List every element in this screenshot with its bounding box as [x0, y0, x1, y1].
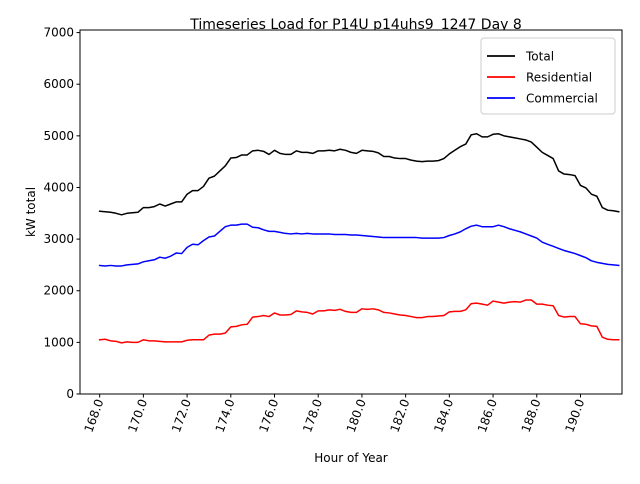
- y-tick-label: 3000: [43, 232, 74, 246]
- y-axis: 0 1000 2000 3000 4000 5000 6000 7000: [43, 26, 80, 401]
- plot-frame: [79, 29, 623, 395]
- series-line-residential: [98, 299, 620, 344]
- series-lines: [98, 133, 620, 344]
- y-tick-label: 7000: [43, 26, 74, 40]
- series-line-commercial: [98, 223, 620, 267]
- y-tick-label: 6000: [43, 77, 74, 91]
- x-axis-label: Hour of Year: [314, 451, 388, 465]
- series-line-total: [98, 133, 620, 216]
- legend-label-total: Total: [525, 50, 554, 64]
- y-tick-label: 4000: [43, 180, 74, 194]
- y-tick-label: 0: [66, 387, 74, 401]
- y-axis-label: kW total: [24, 187, 38, 237]
- y-tick-label: 1000: [43, 335, 74, 349]
- y-tick-label: 5000: [43, 129, 74, 143]
- legend-label-commercial: Commercial: [526, 92, 598, 106]
- legend: Total Residential Commercial: [480, 37, 616, 115]
- y-tick-label: 2000: [43, 284, 74, 298]
- legend-label-residential: Residential: [526, 71, 592, 85]
- legend-box: [480, 37, 616, 115]
- chart-title: Timeseries Load for P14U p14uhs9_1247 Da…: [189, 17, 522, 33]
